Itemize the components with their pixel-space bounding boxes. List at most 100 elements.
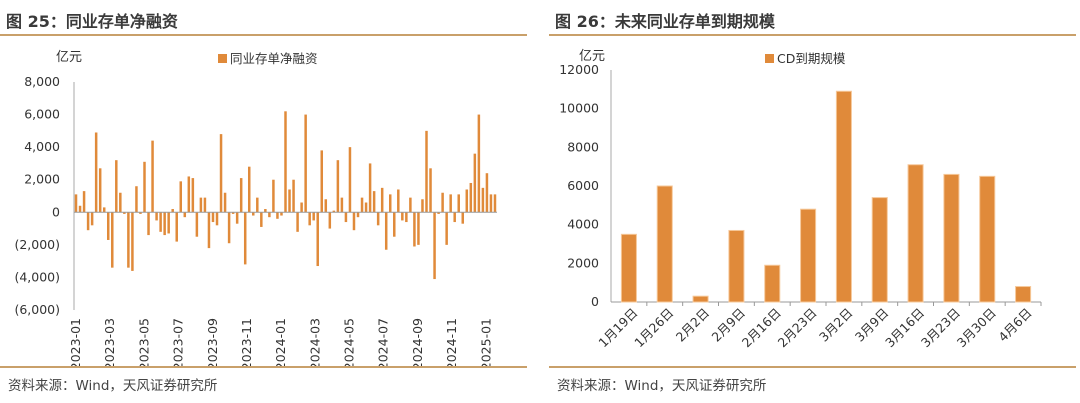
net-financing-bar bbox=[393, 212, 396, 237]
net-financing-bar bbox=[268, 212, 271, 218]
x-tick-label: 1月26日 bbox=[631, 305, 676, 350]
net-financing-bar bbox=[332, 210, 336, 213]
net-financing-bar bbox=[336, 160, 340, 213]
net-financing-bar bbox=[340, 197, 344, 213]
net-financing-bar bbox=[405, 212, 408, 223]
net-financing-bar bbox=[433, 212, 436, 280]
net-financing-bar bbox=[82, 191, 86, 213]
x-tick-label: 3月30日 bbox=[954, 305, 999, 350]
cd-maturity-bar bbox=[764, 264, 781, 303]
net-financing-bar bbox=[380, 187, 384, 213]
net-financing-bar bbox=[397, 189, 400, 213]
net-financing-bar bbox=[344, 212, 348, 223]
y-tick-label: 6,000 bbox=[24, 107, 60, 122]
net-financing-bar bbox=[485, 173, 489, 213]
net-financing-bar bbox=[312, 212, 315, 221]
net-financing-bar bbox=[264, 209, 267, 213]
x-tick-label: 2023-05 bbox=[136, 318, 151, 366]
legend-swatch bbox=[218, 54, 227, 63]
net-financing-bar bbox=[243, 212, 247, 265]
figure-25-top-rule bbox=[0, 34, 527, 36]
legend-label: 同业存单净融资 bbox=[230, 51, 318, 66]
net-financing-bar bbox=[489, 194, 493, 213]
net-financing-bar bbox=[159, 212, 162, 232]
net-financing-bar bbox=[481, 187, 485, 213]
net-financing-bar bbox=[360, 197, 364, 213]
net-financing-bar bbox=[247, 166, 251, 213]
y-tick-label: 8000 bbox=[567, 139, 599, 154]
net-financing-bar bbox=[119, 192, 122, 213]
legend-swatch bbox=[765, 54, 774, 63]
net-financing-bar bbox=[437, 212, 440, 214]
net-financing-bar bbox=[223, 192, 227, 213]
net-financing-bar bbox=[445, 212, 448, 245]
net-financing-bar bbox=[98, 168, 102, 213]
x-tick-label: 2024-09 bbox=[410, 318, 425, 366]
net-financing-bar bbox=[175, 212, 178, 242]
net-financing-bar bbox=[493, 194, 497, 213]
net-financing-bar bbox=[388, 194, 392, 213]
net-financing-bar-chart: 亿元 同业存单净融资 8,000 6,000 4,000 2,000 0 (2,000) (4,… bbox=[14, 50, 497, 366]
x-tick-label: 3月2日 bbox=[816, 305, 856, 345]
y-axis-unit-label: 亿元 bbox=[579, 49, 605, 64]
net-financing-bar bbox=[235, 212, 239, 224]
net-financing-bar bbox=[90, 212, 94, 226]
net-financing-bar bbox=[441, 192, 444, 213]
figure-25-panel: 图 25：同业存单净融资 亿元 同业存单净融资 8,000 6,000 4,000 2,0… bbox=[0, 0, 527, 403]
net-financing-bar bbox=[111, 212, 114, 268]
net-financing-bar bbox=[86, 212, 90, 231]
net-financing-bar bbox=[465, 189, 469, 213]
net-financing-bar bbox=[127, 212, 130, 268]
net-financing-bar bbox=[425, 130, 428, 213]
cd-maturity-bar bbox=[835, 90, 852, 303]
cd-maturity-bar bbox=[907, 164, 924, 303]
net-financing-bar bbox=[272, 179, 275, 213]
net-financing-bar bbox=[151, 140, 154, 213]
net-financing-bar bbox=[163, 212, 166, 236]
net-financing-bar bbox=[308, 212, 311, 226]
y-tick-label: 2,000 bbox=[24, 172, 60, 187]
x-tick-label: 2023-01 bbox=[68, 318, 83, 366]
net-financing-bar bbox=[143, 161, 146, 213]
y-tick-label: 6000 bbox=[567, 178, 599, 193]
net-financing-bar bbox=[348, 147, 352, 213]
net-financing-bar bbox=[296, 212, 299, 232]
net-financing-bar bbox=[473, 153, 477, 213]
net-financing-bar bbox=[328, 212, 332, 229]
net-financing-bar bbox=[183, 212, 187, 218]
net-financing-bar bbox=[469, 182, 473, 213]
net-financing-bar bbox=[409, 197, 412, 213]
net-financing-bar bbox=[106, 212, 110, 240]
net-financing-bar bbox=[477, 114, 481, 213]
net-financing-bar bbox=[401, 212, 404, 221]
net-financing-bar bbox=[191, 178, 195, 213]
net-financing-bar bbox=[413, 212, 416, 247]
net-financing-bar bbox=[288, 189, 291, 213]
net-financing-bar bbox=[260, 212, 263, 227]
net-financing-bar bbox=[195, 212, 199, 237]
y-tick-label: 4000 bbox=[567, 217, 599, 232]
net-financing-bar bbox=[115, 160, 118, 213]
net-financing-bar bbox=[292, 179, 295, 213]
net-financing-bar bbox=[231, 212, 235, 214]
net-financing-bar bbox=[78, 205, 82, 213]
figure-25-source: 资料来源：Wind，天风证券研究所 bbox=[8, 378, 218, 394]
y-tick-label: 8,000 bbox=[24, 74, 60, 89]
cd-maturity-bar bbox=[943, 173, 960, 303]
y-tick-label: 0 bbox=[52, 204, 60, 219]
net-financing-bar bbox=[304, 114, 307, 213]
net-financing-bar bbox=[187, 176, 191, 213]
net-financing-bar bbox=[102, 207, 106, 213]
net-financing-bar bbox=[453, 212, 456, 223]
net-financing-bar bbox=[376, 212, 380, 226]
net-financing-bar bbox=[372, 191, 376, 213]
figure-26-top-rule bbox=[549, 34, 1076, 36]
cd-maturity-bar bbox=[656, 185, 673, 303]
x-tick-label: 2023-09 bbox=[205, 318, 220, 366]
net-financing-bar bbox=[457, 194, 460, 213]
net-financing-bar bbox=[320, 150, 324, 213]
net-financing-bar bbox=[421, 199, 424, 213]
y-tick-label: (4,000) bbox=[14, 269, 60, 284]
y-tick-label: 0 bbox=[591, 294, 599, 309]
net-financing-bar bbox=[368, 163, 372, 213]
